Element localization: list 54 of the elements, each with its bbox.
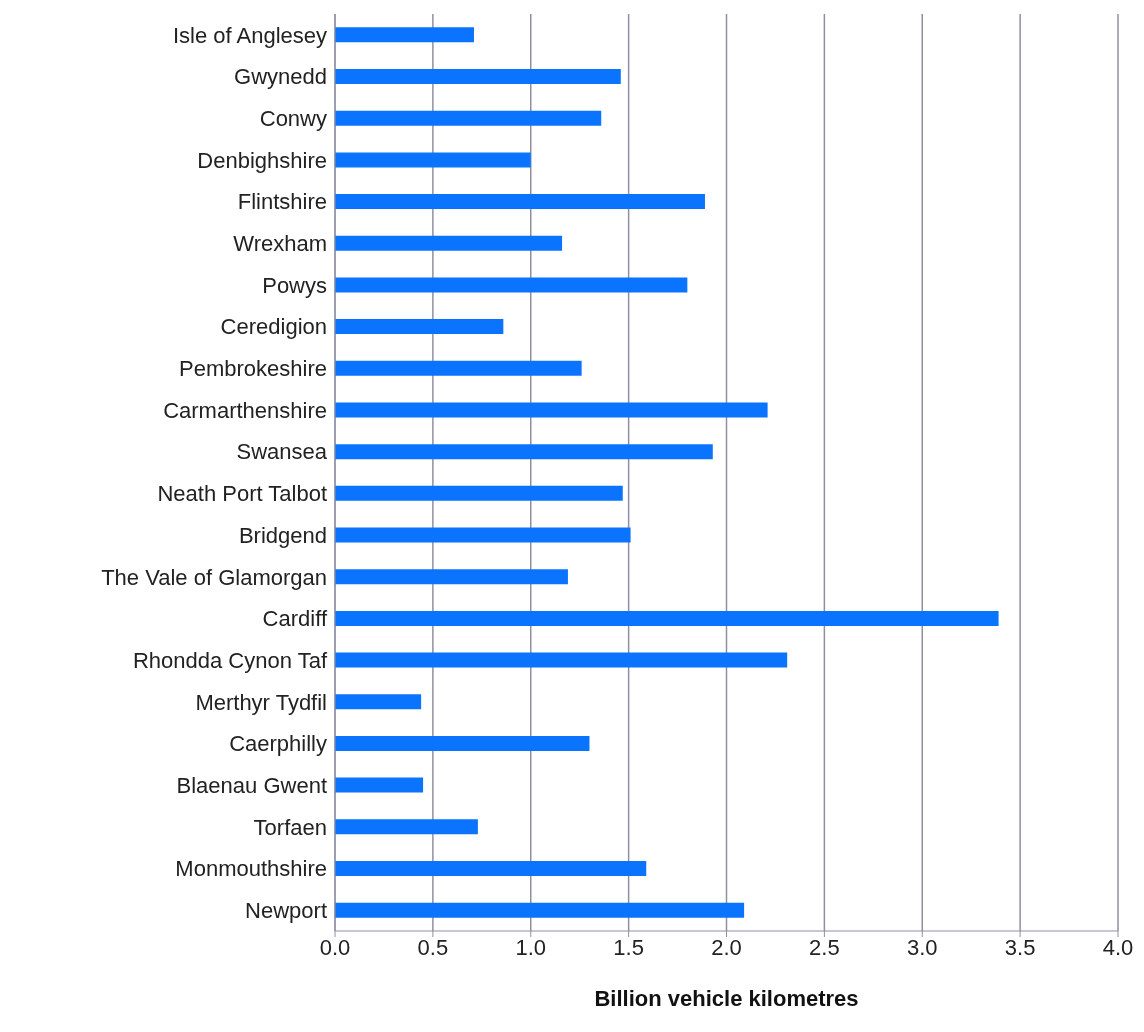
y-tick-label: Bridgend: [238, 522, 327, 548]
y-tick-label: Ceredigion: [220, 314, 327, 340]
y-tick-label: Denbighshire: [197, 147, 327, 173]
bar: [335, 110, 602, 126]
bar: [335, 694, 422, 710]
bar: [335, 485, 623, 501]
y-tick-label: Cardiff: [262, 606, 328, 632]
x-tick-label: 0.0: [319, 934, 351, 960]
x-tick-label: 0.5: [417, 934, 449, 960]
y-tick-label: Blaenau Gwent: [176, 772, 327, 798]
x-tick-label: 4.0: [1102, 934, 1134, 960]
bar: [335, 527, 631, 543]
x-tick-label: 2.0: [711, 934, 742, 960]
bar: [335, 152, 531, 168]
y-tick-label: Wrexham: [233, 231, 327, 257]
y-tick-label: Carmarthenshire: [163, 397, 327, 423]
bar: [335, 402, 768, 418]
x-tick-label: 3.5: [1004, 934, 1036, 960]
bar: [335, 27, 474, 43]
y-tick-label: Gwynedd: [234, 64, 327, 90]
y-tick-label: The Vale of Glamorgan: [101, 564, 327, 590]
y-tick-label: Torfaen: [253, 814, 327, 840]
y-tick-label: Neath Port Talbot: [157, 481, 327, 507]
bar: [335, 360, 582, 376]
bar: [335, 277, 688, 293]
x-tick-label: 3.0: [906, 934, 938, 960]
bar: [335, 194, 705, 210]
y-tick-label: Monmouthshire: [175, 856, 327, 882]
bar: [335, 735, 590, 751]
bar: [335, 819, 478, 835]
x-tick-label: 1.0: [515, 934, 547, 960]
bar: [335, 569, 568, 585]
y-tick-label: Conwy: [259, 106, 327, 132]
y-tick-label: Caerphilly: [229, 731, 327, 757]
y-tick-label: Isle of Anglesey: [172, 22, 327, 48]
bar: [335, 610, 999, 626]
y-tick-label: Powys: [262, 272, 327, 298]
y-tick-label: Pembrokeshire: [179, 356, 327, 382]
x-tick-label: 2.5: [809, 934, 840, 960]
bar: [335, 777, 424, 793]
bar: [335, 860, 647, 876]
x-axis-title: Billion vehicle kilometres: [594, 986, 859, 1011]
y-tick-label: Swansea: [236, 439, 328, 465]
bar: [335, 235, 563, 251]
bar: [335, 902, 745, 918]
bar: [335, 69, 621, 85]
x-tick-label: 1.5: [613, 934, 644, 960]
y-tick-label: Rhondda Cynon Taf: [132, 647, 328, 673]
y-tick-label: Merthyr Tydfil: [195, 689, 327, 715]
y-tick-label: Newport: [245, 897, 327, 923]
bar: [335, 319, 504, 335]
bar: [335, 444, 713, 460]
bar: [335, 652, 788, 668]
y-tick-label: Flintshire: [237, 189, 327, 215]
